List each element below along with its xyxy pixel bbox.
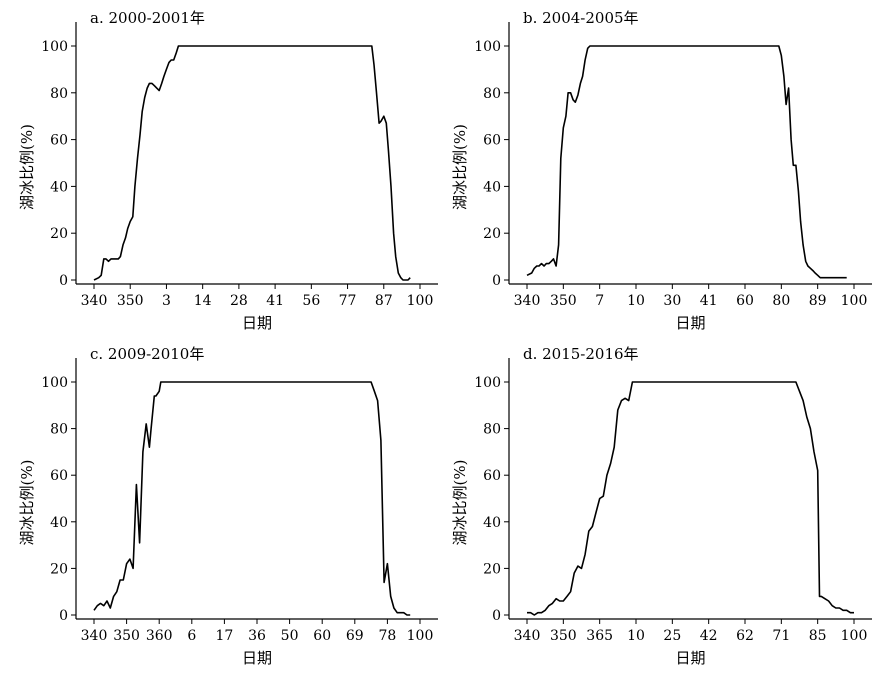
panel-title: a. 2000-2001年 (90, 9, 205, 27)
chart-panel-0: 0 20 40 60 80 100 340 350 3 14 28 41 56 77 87 100 日期 湖冰比例… (18, 9, 438, 332)
x-tick-label: 77 (339, 293, 357, 309)
x-tick-label: 71 (772, 628, 790, 644)
y-tick-label: 0 (492, 273, 501, 289)
chart-panel-1: 0 20 40 60 80 100 340 350 7 10 30 41 60 80 89 100 日期 湖冰比例… (451, 9, 872, 332)
x-tick-label: 350 (550, 628, 577, 644)
x-tick-label: 28 (230, 293, 248, 309)
x-axis-title: 日期 (242, 314, 272, 332)
x-tick-label: 80 (772, 293, 790, 309)
y-tick-label: 20 (50, 561, 68, 577)
y-tick-label: 40 (50, 179, 68, 195)
x-tick-label: 340 (514, 293, 541, 309)
x-tick-label: 340 (81, 293, 108, 309)
x-tick-label: 3 (162, 293, 171, 309)
x-tick-label: 340 (81, 628, 108, 644)
y-tick-label: 60 (50, 133, 68, 149)
y-axis-title: 湖冰比例(%) (451, 124, 469, 210)
x-axis-title: 日期 (675, 649, 705, 667)
y-tick-label: 0 (492, 608, 501, 624)
x-tick-label: 50 (281, 628, 299, 644)
x-tick-label: 69 (346, 628, 364, 644)
x-tick-label: 100 (407, 628, 434, 644)
y-tick-label: 100 (474, 375, 501, 391)
x-tick-label: 17 (215, 628, 233, 644)
x-tick-label: 89 (809, 293, 827, 309)
x-tick-label: 7 (595, 293, 604, 309)
chart-panel-3: 0 20 40 60 80 100 340 350 365 10 25 42 62 71 85 100 日期 湖冰… (451, 345, 872, 667)
x-tick-label: 78 (378, 628, 396, 644)
y-tick-label: 80 (483, 86, 501, 102)
y-tick-label: 40 (483, 515, 501, 531)
x-tick-label: 100 (841, 293, 868, 309)
x-tick-label: 85 (809, 628, 827, 644)
x-tick-label: 14 (194, 293, 212, 309)
x-tick-label: 360 (146, 628, 173, 644)
y-tick-label: 20 (483, 561, 501, 577)
y-tick-label: 0 (59, 608, 68, 624)
y-tick-label: 80 (483, 422, 501, 438)
x-tick-label: 87 (375, 293, 393, 309)
x-tick-label: 10 (627, 628, 645, 644)
x-tick-label: 60 (313, 628, 331, 644)
series-line-0 (527, 381, 854, 616)
y-tick-label: 80 (50, 86, 68, 102)
y-tick-label: 60 (483, 468, 501, 484)
x-tick-label: 25 (663, 628, 681, 644)
y-tick-label: 40 (50, 515, 68, 531)
x-tick-label: 60 (736, 293, 754, 309)
y-tick-label: 20 (483, 226, 501, 242)
y-tick-label: 100 (41, 39, 68, 55)
chart-panel-2: 0 20 40 60 80 100 340 350 360 6 17 36 50 60 69 78 100 日期 湖… (18, 345, 438, 667)
panel-title: b. 2004-2005年 (523, 9, 639, 27)
x-tick-label: 100 (407, 293, 434, 309)
y-tick-label: 0 (59, 273, 68, 289)
series-line-0 (93, 45, 411, 281)
x-tick-label: 100 (841, 628, 868, 644)
panel-title: d. 2015-2016年 (523, 345, 639, 363)
x-tick-label: 10 (627, 293, 645, 309)
x-tick-label: 350 (117, 293, 144, 309)
series-line-0 (526, 45, 847, 279)
x-tick-label: 41 (266, 293, 284, 309)
x-tick-label: 350 (550, 293, 577, 309)
x-tick-label: 62 (736, 628, 754, 644)
y-tick-label: 60 (483, 133, 501, 149)
x-tick-label: 56 (302, 293, 320, 309)
y-tick-label: 40 (483, 179, 501, 195)
x-tick-label: 30 (663, 293, 681, 309)
x-axis-title: 日期 (242, 649, 272, 667)
x-tick-label: 36 (248, 628, 266, 644)
y-tick-label: 80 (50, 422, 68, 438)
y-tick-label: 60 (50, 468, 68, 484)
y-tick-label: 20 (50, 226, 68, 242)
x-tick-label: 365 (586, 628, 613, 644)
x-tick-label: 42 (700, 628, 718, 644)
x-tick-label: 6 (187, 628, 196, 644)
y-axis-title: 湖冰比例(%) (451, 460, 469, 546)
y-tick-label: 100 (474, 39, 501, 55)
y-axis-title: 湖冰比例(%) (18, 460, 36, 546)
x-tick-label: 350 (113, 628, 140, 644)
panel-title: c. 2009-2010年 (90, 345, 204, 363)
x-tick-label: 340 (514, 628, 541, 644)
x-tick-label: 41 (700, 293, 718, 309)
series-line-0 (93, 381, 411, 616)
x-axis-title: 日期 (675, 314, 705, 332)
y-tick-label: 100 (41, 375, 68, 391)
y-axis-title: 湖冰比例(%) (18, 124, 36, 210)
